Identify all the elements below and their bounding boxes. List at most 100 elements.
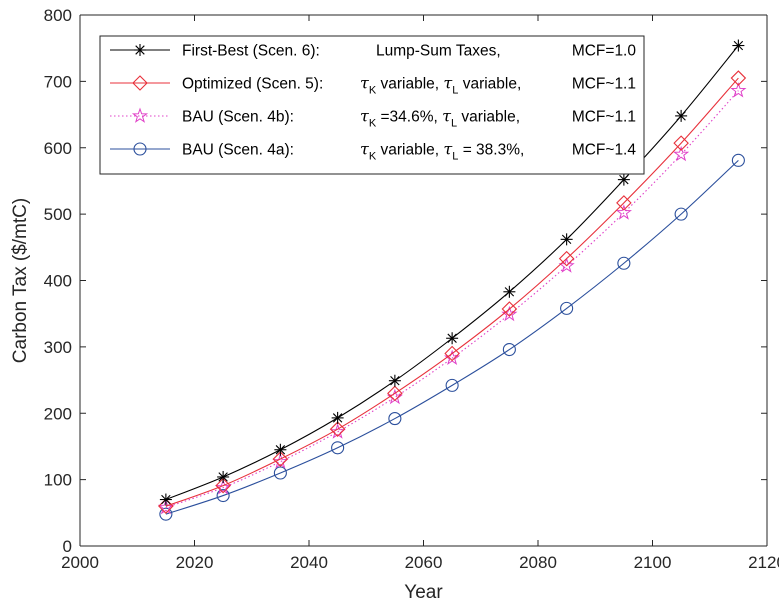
series-line: [165, 45, 739, 501]
data-point: [274, 443, 287, 456]
data-point: [388, 412, 402, 426]
legend-tax-description: τK variable, τL = 38.3%,: [360, 140, 524, 163]
data-point: [617, 173, 630, 186]
legend-marker: [131, 107, 149, 123]
legend-marker: [134, 44, 146, 56]
marker-shape: [158, 498, 174, 514]
y-tick-label: 400: [44, 272, 72, 291]
data-point: [560, 233, 573, 246]
data-point: [673, 145, 690, 162]
legend-tax-description: τK =34.6%, τL variable,: [360, 107, 520, 130]
data-point: [502, 342, 516, 357]
data-point: [560, 301, 574, 315]
data-point: [444, 345, 460, 362]
x-tick-label: 2100: [634, 553, 672, 572]
data-point: [674, 207, 688, 221]
data-point: [730, 82, 747, 98]
legend-entry: Optimized (Scen. 5): τK variable, τL vari…: [110, 74, 636, 97]
marker-shape: [215, 479, 232, 495]
marker-stroke: [561, 234, 572, 245]
data-point: [159, 507, 173, 521]
data-point: [329, 423, 346, 439]
legend-entry: BAU (Scen. 4a): τK variable, τL = 38.3%, M…: [110, 140, 636, 163]
marker-shape: [445, 378, 459, 392]
y-axis-label: Carbon Tax ($/mtC): [10, 198, 31, 363]
legend-entry: BAU (Scen. 4b): τK =34.6%, τL variable, MC…: [110, 107, 636, 130]
data-point: [501, 305, 518, 322]
y-tick-label: 300: [44, 338, 72, 357]
legend-mcf: MCF~1.1: [572, 109, 636, 126]
marker-shape: [730, 70, 747, 86]
series-first-best-scen-6: [159, 39, 745, 506]
marker-shape: [273, 466, 287, 480]
marker-shape: [673, 135, 689, 151]
data-point: [388, 374, 401, 387]
legend-mcf: MCF~1.4: [572, 142, 637, 159]
series-optimized-scen-5: [158, 70, 747, 514]
marker-shape: [731, 153, 745, 167]
marker-shape: [329, 423, 346, 439]
marker-shape: [272, 451, 289, 467]
marker-stroke: [275, 445, 286, 455]
marker-shape: [615, 204, 632, 220]
y-tick-label: 500: [44, 205, 72, 224]
x-tick-label: 2000: [61, 553, 99, 572]
marker-shape: [616, 195, 632, 211]
marker-shape: [331, 441, 345, 455]
marker-shape: [444, 345, 460, 362]
marker-stroke: [218, 472, 228, 482]
data-point: [503, 285, 516, 298]
y-tick-label: 800: [44, 6, 72, 25]
marker-shape: [387, 385, 403, 402]
data-point: [675, 109, 688, 122]
data-point: [157, 498, 174, 515]
marker-stroke: [135, 45, 145, 55]
marker-shape: [673, 145, 690, 162]
legend-entry: First-Best (Scen. 6): Lump-Sum Taxes, MCF=…: [110, 43, 636, 60]
data-point: [273, 466, 287, 480]
data-point: [501, 301, 518, 317]
legend-box: [99, 35, 645, 175]
marker-stroke: [447, 333, 457, 343]
marker-shape: [159, 507, 173, 521]
legend-tax-description: Lump-Sum Taxes,: [376, 43, 501, 60]
data-point: [215, 479, 232, 495]
y-tick-label: 600: [44, 139, 72, 158]
legend-label: BAU (Scen. 4a):: [182, 142, 294, 159]
data-point: [617, 256, 631, 270]
x-tick-label: 2020: [176, 553, 214, 572]
marker-shape: [216, 489, 230, 503]
data-point: [446, 332, 459, 345]
data-point: [616, 195, 632, 211]
series-bau-scen-4a: [159, 153, 745, 521]
marker-shape: [560, 301, 574, 315]
data-point: [445, 378, 459, 392]
data-point: [215, 477, 231, 494]
marker-shape: [157, 498, 174, 515]
marker-shape: [558, 250, 575, 267]
marker-stroke: [676, 111, 686, 121]
x-axis-label: Year: [404, 582, 443, 603]
marker-stroke: [390, 376, 400, 386]
data-point: [216, 489, 230, 503]
legend-tax-description: τK variable, τL variable,: [360, 74, 521, 97]
series-line: [165, 159, 739, 515]
marker-shape: [272, 453, 289, 469]
marker-shape: [133, 142, 147, 156]
y-tick-label: 200: [44, 404, 72, 423]
legend: First-Best (Scen. 6): Lump-Sum Taxes, MCF=…: [99, 35, 645, 175]
data-point: [329, 421, 346, 437]
legend-mcf: MCF~1.1: [572, 76, 636, 93]
y-tick-label: 700: [44, 72, 72, 91]
marker-shape: [501, 301, 518, 317]
data-point: [331, 411, 344, 424]
legend-mcf: MCF=1.0: [572, 43, 637, 60]
marker-shape: [617, 256, 631, 270]
data-point: [272, 453, 289, 469]
marker-shape: [502, 342, 516, 357]
x-tick-label: 2060: [405, 553, 443, 572]
legend-marker: [133, 142, 147, 156]
data-point: [558, 250, 575, 267]
